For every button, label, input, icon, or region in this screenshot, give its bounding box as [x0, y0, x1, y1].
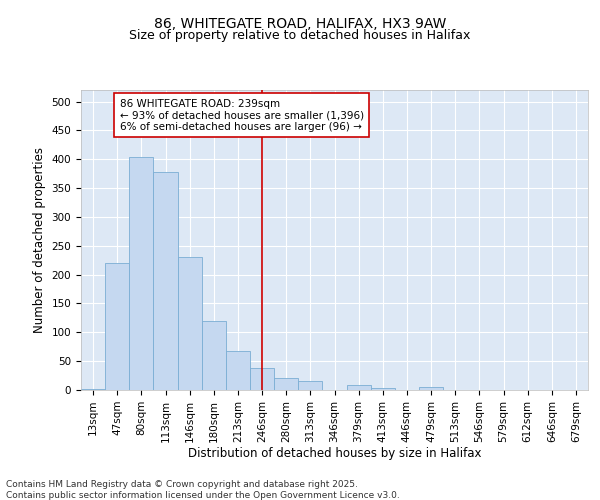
Bar: [105, 263, 129, 390]
Text: 86, WHITEGATE ROAD, HALIFAX, HX3 9AW: 86, WHITEGATE ROAD, HALIFAX, HX3 9AW: [154, 18, 446, 32]
Bar: [226, 351, 250, 390]
Bar: [347, 386, 371, 390]
Bar: [129, 158, 154, 390]
Bar: [371, 388, 395, 390]
Y-axis label: Number of detached properties: Number of detached properties: [33, 147, 46, 333]
Text: Contains HM Land Registry data © Crown copyright and database right 2025.
Contai: Contains HM Land Registry data © Crown c…: [6, 480, 400, 500]
Bar: [298, 382, 322, 390]
Bar: [202, 321, 226, 390]
Bar: [274, 378, 298, 390]
Text: 86 WHITEGATE ROAD: 239sqm
← 93% of detached houses are smaller (1,396)
6% of sem: 86 WHITEGATE ROAD: 239sqm ← 93% of detac…: [119, 98, 364, 132]
Text: Size of property relative to detached houses in Halifax: Size of property relative to detached ho…: [130, 29, 470, 42]
Bar: [419, 387, 443, 390]
Bar: [154, 172, 178, 390]
Bar: [250, 368, 274, 390]
Bar: [178, 258, 202, 390]
X-axis label: Distribution of detached houses by size in Halifax: Distribution of detached houses by size …: [188, 448, 481, 460]
Bar: [81, 389, 105, 390]
